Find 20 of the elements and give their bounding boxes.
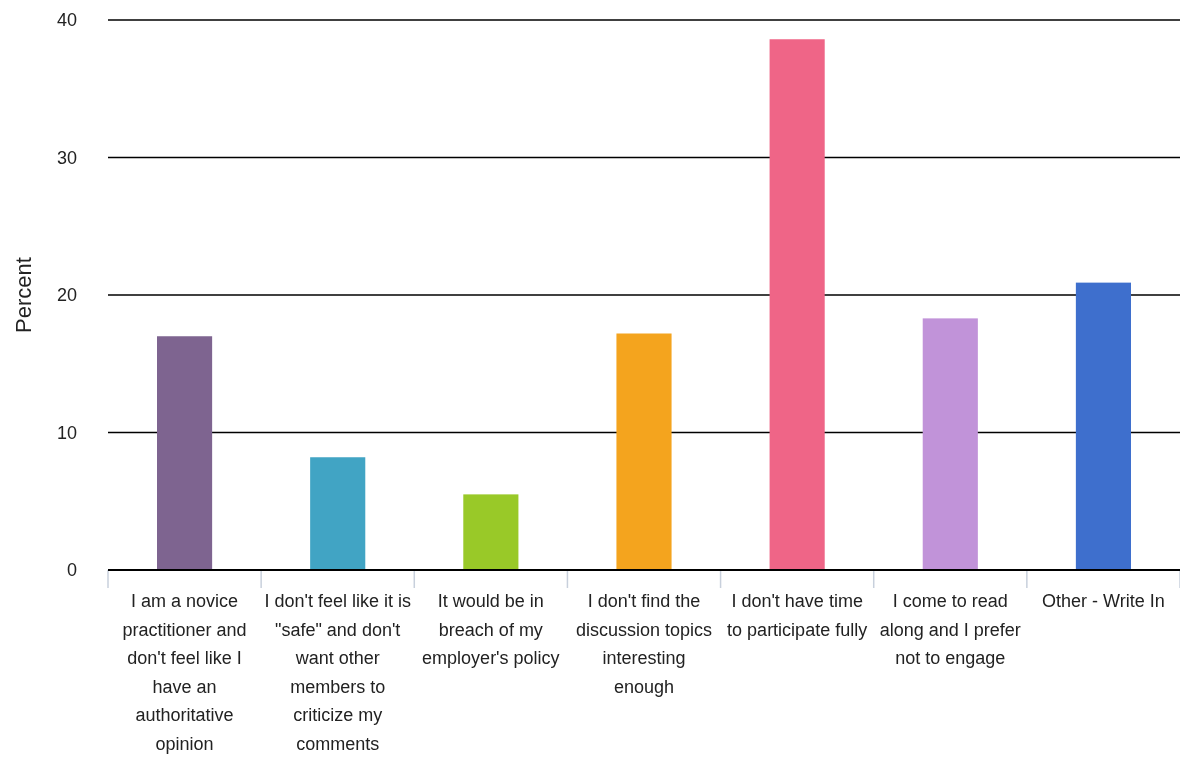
- x-tick-label: It would be in breach of my employer's policy: [422, 591, 560, 668]
- bar: [157, 336, 213, 570]
- x-tick-label: I am a novice practitioner and don't feel like I have an authoritative opinion: [122, 591, 247, 754]
- x-tick-label: Other - Write In: [1042, 591, 1165, 611]
- bar: [310, 457, 366, 570]
- x-tick-label: I don't have time to participate fully: [727, 591, 868, 640]
- y-tick-label: 0: [66, 560, 77, 581]
- bar: [1075, 282, 1131, 570]
- y-tick-label: 40: [56, 10, 77, 31]
- y-tick-label: 20: [56, 285, 77, 306]
- x-tick-label: I don't find the discussion topics interesting enough: [575, 591, 713, 697]
- x-tick-label: I come to read along and I prefer not to engage: [879, 591, 1021, 668]
- x-tick-label: I don't feel like it is "safe" and don't want other members to criticize my comments: [264, 591, 411, 754]
- bar: [463, 494, 519, 570]
- y-tick-label: 10: [56, 422, 77, 443]
- y-axis-title: Percent: [11, 257, 36, 333]
- bar: [922, 318, 978, 570]
- bar: [616, 333, 672, 570]
- bar: [769, 39, 825, 570]
- y-tick-label: 30: [56, 147, 77, 168]
